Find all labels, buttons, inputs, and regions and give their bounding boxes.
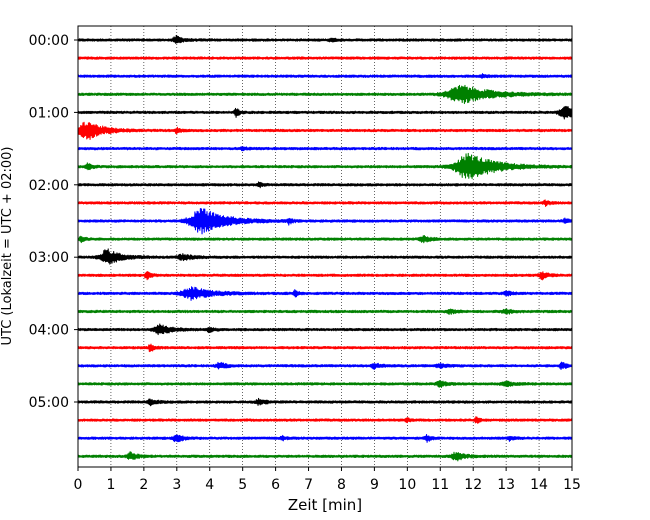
trace-row <box>78 361 572 370</box>
trace-row <box>78 152 572 179</box>
trace-row <box>78 208 572 235</box>
plot-frame <box>77 25 573 468</box>
trace-row <box>78 34 572 44</box>
x-tick-label: 7 <box>304 477 313 493</box>
x-tick-label: 14 <box>530 477 548 493</box>
seismic-traces <box>78 34 572 462</box>
x-tick-label: 13 <box>497 477 515 493</box>
x-tick-label: 0 <box>74 477 83 493</box>
trace-row <box>78 56 572 60</box>
trace-row <box>78 248 572 265</box>
trace-row <box>78 343 572 353</box>
x-tick-label: 5 <box>238 477 247 493</box>
trace-row <box>78 308 572 316</box>
x-tick-label: 8 <box>337 477 346 493</box>
trace-row <box>78 73 572 80</box>
y-tick-label: 03:00 <box>29 250 69 266</box>
trace-row <box>78 379 572 389</box>
x-tick-label: 11 <box>431 477 449 493</box>
x-tick-label: 9 <box>370 477 379 493</box>
trace-row <box>78 416 572 424</box>
x-tick-label: 15 <box>563 477 581 493</box>
trace-row <box>78 121 572 140</box>
trace-row <box>78 286 572 301</box>
trace-row <box>78 146 572 152</box>
x-tick-label: 4 <box>205 477 214 493</box>
trace-row <box>78 433 572 443</box>
x-tick-label: 6 <box>271 477 280 493</box>
trace-row <box>78 397 572 407</box>
trace-row <box>78 181 572 189</box>
trace-row <box>78 199 572 208</box>
x-tick-label: 1 <box>106 477 115 493</box>
y-tick-label: 05:00 <box>29 395 69 411</box>
x-axis-label: Zeit [min] <box>288 496 362 514</box>
y-tick-label: 01:00 <box>29 105 69 121</box>
trace-row <box>78 323 572 336</box>
trace-row <box>78 235 572 244</box>
y-axis-label: UTC (Lokalzeit = UTC + 02:00) <box>0 147 15 346</box>
x-tick-label: 2 <box>139 477 148 493</box>
y-tick-label: 02:00 <box>29 178 69 194</box>
trace-row <box>78 451 572 462</box>
x-tick-label: 3 <box>172 477 181 493</box>
trace-row <box>78 84 572 105</box>
x-tick-label: 12 <box>464 477 482 493</box>
trace-row <box>78 271 572 281</box>
y-tick-label: 00:00 <box>29 33 69 49</box>
x-axis: 0 1 2 3 4 5 6 7 8 9 10 11 12 13 14 15 <box>74 467 581 493</box>
y-tick-label: 04:00 <box>29 323 69 339</box>
trace-row <box>78 105 572 120</box>
y-axis: 00:00 01:00 02:00 03:00 04:00 05:00 <box>29 33 78 411</box>
x-tick-label: 10 <box>398 477 416 493</box>
